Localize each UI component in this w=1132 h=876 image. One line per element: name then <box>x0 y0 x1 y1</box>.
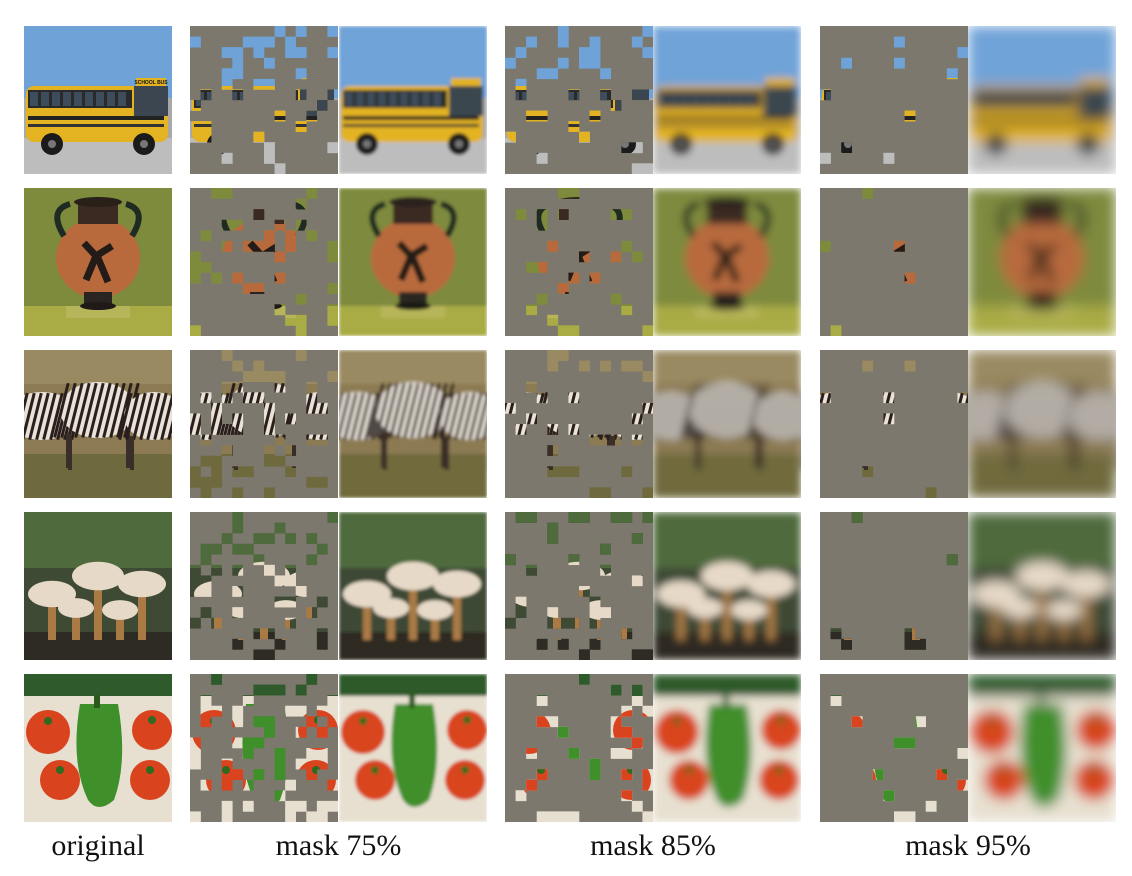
reconstruction-zebras-75 <box>339 350 487 498</box>
masked-input-tomatoes-and-pepper-75 <box>190 674 338 822</box>
reconstruction-school-bus-75 <box>339 26 487 174</box>
reconstruction-amphora-vase-85 <box>653 188 801 336</box>
reconstruction-tomatoes-and-pepper-85 <box>653 674 801 822</box>
masked-input-zebras-85 <box>505 350 653 498</box>
reconstruction-amphora-vase-95 <box>968 188 1116 336</box>
original-image-school-bus: SCHOOL BUS <box>24 26 172 174</box>
masked-input-tomatoes-and-pepper-85 <box>505 674 653 822</box>
masked-input-amphora-vase-95 <box>820 188 968 336</box>
reconstruction-mushrooms-85 <box>653 512 801 660</box>
masked-input-amphora-vase-85 <box>505 188 653 336</box>
masked-input-mushrooms-95 <box>820 512 968 660</box>
svg-text:SCHOOL BUS: SCHOOL BUS <box>134 80 168 86</box>
reconstruction-zebras-85 <box>653 350 801 498</box>
column-label-mask-85: mask 85% <box>590 829 716 862</box>
column-label-mask-95: mask 95% <box>905 829 1031 862</box>
column-label-mask-75: mask 75% <box>275 829 402 862</box>
masked-input-zebras-75 <box>190 350 338 498</box>
original-image-tomatoes-and-pepper <box>24 674 172 822</box>
masked-input-school-bus-85: SCHOOL BUS <box>505 26 653 174</box>
masked-input-school-bus-75: SCHOOL BUS <box>190 26 338 174</box>
masked-input-mushrooms-85 <box>505 512 653 660</box>
reconstruction-zebras-95 <box>968 350 1116 498</box>
masked-input-mushrooms-75 <box>190 512 338 660</box>
original-image-amphora-vase <box>24 188 172 336</box>
reconstruction-school-bus-85 <box>653 26 801 174</box>
reconstruction-mushrooms-75 <box>339 512 487 660</box>
reconstruction-school-bus-95 <box>968 26 1116 174</box>
original-image-mushrooms <box>24 512 172 660</box>
reconstruction-tomatoes-and-pepper-95 <box>968 674 1116 822</box>
reconstruction-amphora-vase-75 <box>339 188 487 336</box>
original-image-zebras <box>24 350 172 498</box>
reconstruction-tomatoes-and-pepper-75 <box>339 674 487 822</box>
masked-input-school-bus-95: SCHOOL BUS <box>820 26 968 174</box>
reconstruction-mushrooms-95 <box>968 512 1116 660</box>
masked-input-zebras-95 <box>820 350 968 498</box>
masked-input-tomatoes-and-pepper-95 <box>820 674 968 822</box>
column-label-original: original <box>51 829 145 862</box>
masked-input-amphora-vase-75 <box>190 188 338 336</box>
